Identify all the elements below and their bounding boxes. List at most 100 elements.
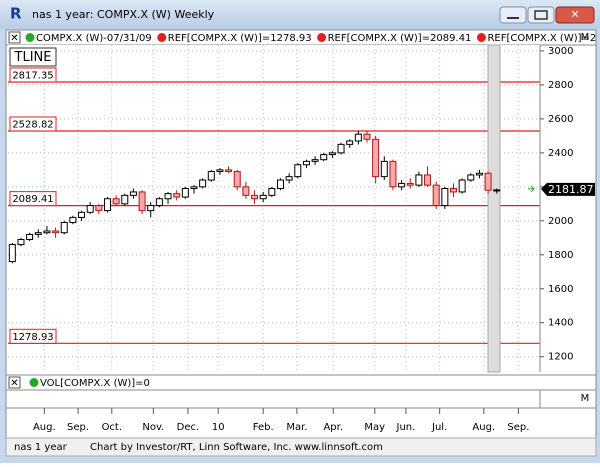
candle-body bbox=[164, 193, 172, 200]
candle-body bbox=[26, 233, 34, 241]
x-tick-label: Nov. bbox=[142, 422, 164, 433]
candle-body bbox=[129, 191, 137, 196]
legend-dot bbox=[25, 33, 35, 42]
candle-body bbox=[60, 222, 68, 234]
candle-body bbox=[112, 198, 120, 205]
x-tick-label: Mar. bbox=[286, 422, 307, 433]
candle-body bbox=[251, 194, 259, 200]
volume-close-x: ✕ bbox=[10, 378, 18, 389]
reference-label-box bbox=[9, 191, 57, 207]
pane-close-x: ✕ bbox=[10, 33, 18, 44]
app-icon: R bbox=[10, 5, 22, 23]
x-tick-label: Sep. bbox=[67, 422, 89, 433]
candle-body bbox=[285, 176, 293, 181]
candle-body bbox=[147, 205, 155, 212]
y-tick-label: 2600 bbox=[548, 114, 573, 125]
legend-entry: REF[COMPX.X (W)]=1278.93 bbox=[168, 33, 312, 44]
maximize-icon bbox=[534, 10, 548, 20]
footer-credit: Chart by Investor/RT, Linn Software, Inc… bbox=[90, 442, 383, 453]
x-tick-label: Apr. bbox=[323, 422, 343, 433]
candle-body bbox=[467, 174, 475, 181]
status-bar bbox=[5, 437, 597, 457]
candles bbox=[8, 130, 501, 264]
volume-close-box[interactable] bbox=[8, 376, 21, 389]
candle-body bbox=[337, 143, 345, 154]
volume-row bbox=[5, 374, 597, 391]
candle-body bbox=[398, 182, 406, 188]
legend-dot bbox=[317, 33, 327, 42]
volume-dot bbox=[29, 378, 39, 387]
candle-body bbox=[259, 194, 267, 200]
candle-body bbox=[43, 230, 51, 234]
legend-dot bbox=[157, 33, 167, 42]
candle-body bbox=[320, 154, 328, 161]
candle-body bbox=[225, 169, 233, 173]
y-tick-label: 1200 bbox=[548, 352, 573, 363]
legend-entry: COMPX.X (W)-07/31/09 bbox=[36, 33, 152, 44]
tline-label: TLINE bbox=[14, 50, 52, 65]
candle-body bbox=[372, 138, 380, 178]
last-value-label: 2181.87 bbox=[548, 183, 594, 196]
candle-body bbox=[233, 171, 241, 188]
candle-body bbox=[86, 205, 94, 213]
reference-label: 2089.41 bbox=[12, 194, 53, 205]
volume-pane-menu[interactable]: M bbox=[581, 393, 590, 404]
candle-body bbox=[155, 198, 163, 207]
candle-body bbox=[441, 188, 449, 207]
legend-dot bbox=[476, 33, 486, 42]
candle-body bbox=[493, 189, 501, 192]
candle-body bbox=[406, 182, 414, 186]
candle-body bbox=[389, 160, 397, 188]
reference-label: 2528.82 bbox=[12, 119, 53, 130]
candle-body bbox=[216, 169, 224, 173]
reference-lines: 2817.35 2528.82 2089.41 1278.93 bbox=[8, 67, 540, 344]
window-title: nas 1 year: COMPX.X (W) Weekly bbox=[32, 8, 215, 21]
candle-body bbox=[424, 174, 432, 186]
candle-body bbox=[268, 188, 276, 196]
last-value-arrow bbox=[528, 185, 535, 193]
candle-body bbox=[276, 179, 284, 190]
candle-body bbox=[8, 244, 16, 263]
pane-menu[interactable]: M bbox=[581, 32, 590, 43]
close-button[interactable] bbox=[555, 6, 595, 24]
x-axis: Aug. Sep. Oct. Nov. Dec. 10 Feb. Mar. Apr. May Jun… bbox=[33, 408, 529, 433]
reference-label-box bbox=[9, 328, 57, 344]
legend-entry: REF[COMPX.X (W)]=2089.41 bbox=[328, 33, 472, 44]
candle-body bbox=[242, 186, 250, 196]
cursor-band bbox=[487, 44, 501, 373]
candle-body bbox=[302, 160, 310, 166]
x-tick-label: Jun. bbox=[396, 422, 416, 433]
pane-close-box[interactable] bbox=[8, 31, 21, 44]
reference-label-box bbox=[9, 67, 57, 83]
candle-body bbox=[432, 184, 440, 207]
x-tick-label: Dec. bbox=[177, 422, 200, 433]
candle-body bbox=[34, 232, 42, 235]
x-tick-label: Sep. bbox=[507, 422, 529, 433]
candle-body bbox=[78, 211, 86, 218]
candle-body bbox=[354, 133, 362, 142]
x-tick-label: Aug. bbox=[472, 422, 495, 433]
volume-label: VOL[COMPX.X (W)]=0 bbox=[40, 378, 150, 389]
y-tick-label: 3000 bbox=[548, 46, 573, 57]
candle-body bbox=[363, 133, 371, 140]
candle-body bbox=[103, 198, 111, 212]
candle-body bbox=[484, 172, 492, 191]
minimize-button[interactable] bbox=[499, 6, 527, 24]
y-tick-label: 1400 bbox=[548, 318, 573, 329]
x-tick-label: Aug. bbox=[33, 422, 56, 433]
candle-body bbox=[380, 160, 388, 178]
y-tick-label: 2400 bbox=[548, 148, 573, 159]
last-value-box bbox=[541, 182, 595, 196]
y-tick-label: 2000 bbox=[548, 216, 573, 227]
candle-body bbox=[95, 205, 103, 212]
candle-body bbox=[207, 171, 215, 181]
candle-body bbox=[328, 152, 336, 156]
x-tick-label: Jul. bbox=[431, 422, 447, 433]
maximize-button[interactable] bbox=[527, 6, 555, 24]
candle-body bbox=[138, 191, 146, 212]
y-tick-label: 1600 bbox=[548, 284, 573, 295]
candle-body bbox=[415, 174, 423, 186]
x-tick-label: Oct. bbox=[102, 422, 122, 433]
footer-name: nas 1 year bbox=[14, 442, 68, 453]
